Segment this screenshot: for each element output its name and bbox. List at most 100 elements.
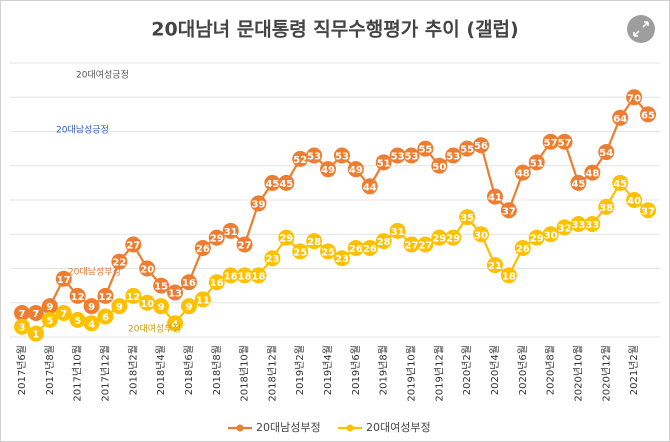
data-point	[445, 147, 462, 164]
data-label: 28	[307, 237, 321, 248]
expand-icon[interactable]	[633, 21, 649, 37]
data-label: 29	[446, 234, 460, 245]
data-label: 12	[71, 292, 85, 303]
data-point	[570, 174, 587, 191]
data-label: 9	[185, 302, 192, 313]
data-point	[139, 294, 156, 311]
data-point	[486, 188, 503, 205]
data-label: 55	[460, 145, 474, 156]
x-tick-label: 2018년2월	[127, 345, 139, 395]
x-tick-label: 2019년4월	[322, 345, 334, 395]
data-point	[278, 229, 295, 246]
data-label: 12	[126, 292, 140, 303]
data-point	[542, 226, 559, 243]
data-point	[41, 298, 58, 315]
data-label: 18	[252, 271, 266, 282]
data-point	[83, 298, 100, 315]
data-label: 53	[391, 151, 405, 162]
data-label: 37	[502, 206, 516, 217]
data-label: 13	[168, 288, 182, 299]
legend-marker	[236, 424, 244, 432]
annotation: 20대여성부정	[128, 323, 181, 335]
data-point	[417, 140, 434, 157]
data-label: 23	[335, 254, 349, 265]
data-point	[473, 137, 490, 154]
data-label: 4	[88, 319, 95, 330]
x-tick-label: 2019년2월	[294, 345, 306, 395]
legend-label: 20대여성부정	[366, 421, 431, 434]
data-point	[612, 174, 629, 191]
data-label: 39	[252, 199, 266, 210]
data-label: 20	[140, 265, 154, 276]
data-point	[14, 305, 30, 322]
data-point	[180, 274, 197, 291]
chart-title: 20대남녀 문대통령 직무수행평가 추이 (갤럽)	[151, 19, 518, 41]
data-point	[97, 308, 114, 325]
data-label: 56	[474, 141, 488, 152]
data-label: 9	[116, 302, 123, 313]
data-label: 70	[627, 93, 641, 104]
x-tick-label: 2020년10월	[572, 345, 584, 402]
data-label: 9	[88, 302, 95, 313]
data-label: 29	[432, 234, 446, 245]
data-point	[514, 164, 531, 181]
data-point	[194, 291, 211, 308]
data-point	[125, 287, 142, 304]
data-point	[403, 236, 420, 253]
data-label: 38	[599, 203, 613, 214]
data-label: 28	[377, 237, 391, 248]
data-label: 16	[182, 278, 196, 289]
annotation: 20대남성부정	[68, 267, 121, 278]
data-point	[153, 298, 170, 315]
x-tick-label: 2018년4월	[155, 345, 167, 395]
x-tick-label: 2017년6월	[16, 345, 28, 395]
data-label: 5	[46, 316, 53, 327]
data-label: 51	[530, 158, 544, 169]
x-tick-label: 2018년8월	[211, 345, 223, 395]
legend-item: 20대남성부정	[228, 421, 321, 434]
x-tick-label: 2019년8월	[378, 345, 390, 395]
x-tick-label: 2019년6월	[350, 345, 362, 395]
data-label: 48	[516, 169, 530, 180]
data-label: 5	[74, 316, 81, 327]
data-point	[486, 257, 503, 274]
data-point	[278, 174, 295, 191]
data-label: 55	[418, 145, 432, 156]
data-label: 15	[154, 282, 168, 293]
data-label: 45	[571, 179, 585, 190]
data-point	[584, 164, 601, 181]
data-label: 7	[32, 309, 39, 320]
data-label: 26	[349, 244, 363, 255]
data-point	[264, 250, 281, 267]
expand-button[interactable]	[627, 15, 655, 43]
data-point	[389, 222, 406, 239]
annotation: 20대여성긍정	[76, 69, 129, 81]
data-point	[320, 243, 337, 260]
data-point	[306, 233, 323, 250]
data-point	[514, 239, 531, 256]
annotation: 20대남성긍정	[56, 125, 109, 136]
data-label: 40	[627, 196, 641, 207]
data-label: 1	[32, 330, 39, 341]
data-point	[445, 229, 462, 246]
data-label: 53	[405, 151, 419, 162]
data-point	[333, 250, 350, 267]
data-label: 35	[460, 213, 474, 224]
data-point	[459, 140, 476, 157]
data-point	[320, 161, 337, 178]
data-label: 33	[585, 220, 599, 231]
data-point	[14, 318, 30, 335]
data-label: 51	[377, 158, 391, 169]
data-label: 65	[641, 110, 655, 121]
data-label: 26	[363, 244, 377, 255]
data-point	[180, 298, 197, 315]
expand-icon-bg[interactable]	[627, 15, 655, 43]
x-tick-label: 2020년2월	[461, 345, 473, 395]
data-point	[626, 192, 643, 208]
data-point	[83, 315, 100, 332]
data-point	[403, 147, 420, 164]
data-label: 30	[474, 230, 488, 241]
data-point	[570, 215, 587, 232]
data-point	[598, 198, 615, 215]
data-label: 18	[238, 271, 252, 282]
